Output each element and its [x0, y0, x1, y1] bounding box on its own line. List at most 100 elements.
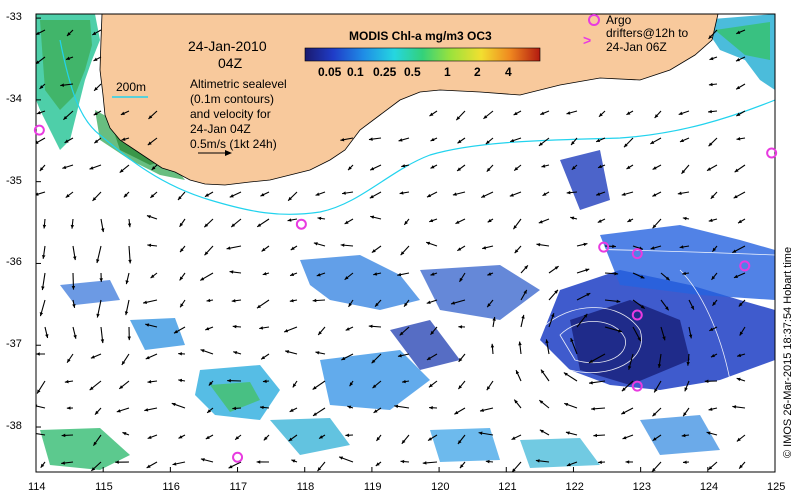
velocity-arrow	[92, 434, 102, 446]
velocity-arrow	[370, 215, 382, 220]
velocity-arrow	[482, 245, 494, 250]
velocity-arrow	[548, 265, 559, 274]
velocity-arrow	[622, 434, 634, 440]
velocity-arrow	[289, 272, 298, 277]
velocity-arrow	[566, 461, 578, 467]
velocity-arrow	[200, 349, 214, 355]
velocity-arrow	[708, 82, 718, 87]
velocity-arrow	[375, 461, 382, 467]
velocity-arrow	[682, 407, 690, 417]
velocity-arrow	[650, 245, 662, 250]
velocity-arrow	[686, 353, 690, 366]
velocity-arrow	[399, 191, 410, 195]
velocity-arrow	[604, 244, 616, 249]
colorbar-tick-label: 0.5	[404, 65, 421, 79]
velocity-arrow	[518, 341, 522, 355]
velocity-arrow	[369, 191, 382, 199]
velocity-arrow	[344, 218, 354, 225]
velocity-arrow	[259, 326, 270, 330]
velocity-arrow	[681, 433, 690, 438]
x-tick-label: 121	[498, 481, 517, 493]
velocity-arrow	[576, 268, 590, 274]
velocity-arrow	[344, 272, 354, 281]
velocity-arrow	[478, 431, 494, 436]
argo-float-marker	[631, 380, 643, 392]
colorbar-tick-label: 2	[474, 65, 481, 79]
velocity-arrow	[115, 460, 130, 464]
velocity-arrow	[712, 245, 718, 253]
x-tick-label: 114	[28, 481, 46, 493]
velocity-arrow	[373, 272, 382, 276]
velocity-arrow	[206, 407, 214, 414]
velocity-arrow	[121, 353, 130, 366]
velocity-arrow	[429, 406, 438, 410]
velocity-arrow	[709, 56, 718, 61]
velocity-arrow	[206, 298, 214, 303]
velocity-arrow	[61, 433, 74, 438]
velocity-arrow	[627, 353, 634, 370]
velocity-arrow	[660, 299, 670, 311]
velocity-arrow	[39, 299, 46, 317]
velocity-arrow	[228, 461, 242, 469]
velocity-arrow	[345, 326, 354, 331]
velocity-arrow	[318, 434, 326, 440]
velocity-arrow	[684, 380, 690, 392]
colorbar-tick-label: 0.25	[373, 65, 397, 79]
velocity-arrow	[70, 218, 75, 229]
velocity-arrow	[457, 380, 466, 390]
velocity-arrow	[479, 407, 494, 412]
y-tick-label: -33	[6, 11, 22, 24]
velocity-arrow	[457, 245, 466, 252]
velocity-arrow	[317, 216, 326, 221]
velocity-arrow	[652, 407, 662, 417]
y-axis-ticks	[36, 17, 41, 428]
velocity-arrow	[118, 380, 130, 390]
velocity-arrow	[509, 191, 522, 197]
velocity-arrow	[660, 272, 670, 281]
velocity-arrow	[430, 326, 438, 336]
velocity-arrow	[399, 326, 410, 336]
velocity-arrow	[227, 378, 242, 383]
velocity-arrow	[89, 164, 102, 170]
argo-float-marker	[631, 309, 643, 321]
description-line-3: and velocity for	[190, 107, 271, 121]
argo-float-marker	[739, 260, 751, 272]
velocity-arrow	[660, 326, 666, 341]
velocity-arrow	[565, 431, 578, 436]
velocity-arrow	[538, 137, 550, 147]
velocity-arrow	[570, 337, 578, 355]
velocity-arrow	[256, 218, 270, 228]
velocity-arrow	[733, 191, 746, 199]
velocity-arrow	[66, 29, 74, 37]
velocity-arrow	[338, 456, 354, 463]
velocity-arrow	[598, 110, 606, 118]
velocity-arrow	[707, 461, 718, 471]
velocity-arrow	[576, 242, 588, 247]
isobath-label: 200m	[116, 80, 147, 94]
velocity-arrow	[62, 164, 74, 169]
velocity-arrow	[401, 379, 410, 384]
velocity-arrow	[485, 459, 494, 464]
velocity-arrow	[398, 137, 410, 142]
velocity-arrow	[626, 110, 634, 116]
velocity-arrow	[456, 164, 466, 172]
velocity-arrow	[576, 313, 588, 328]
velocity-arrow	[678, 110, 690, 116]
velocity-arrow	[205, 434, 214, 440]
velocity-arrow	[120, 110, 130, 116]
velocity-arrow	[72, 326, 77, 339]
velocity-arrow	[177, 191, 186, 201]
velocity-arrow	[403, 218, 410, 226]
velocity-arrow	[708, 137, 718, 147]
velocity-arrow	[289, 298, 298, 303]
credit-text: © IMOS 26-Mar-2015 18:37:54 Hobart time	[782, 246, 794, 458]
velocity-arrow	[428, 380, 438, 388]
velocity-arrow	[632, 299, 646, 310]
velocity-arrow	[66, 353, 74, 363]
velocity-arrow	[371, 353, 382, 364]
velocity-arrow	[90, 353, 102, 359]
velocity-arrow	[36, 56, 46, 65]
velocity-arrow	[233, 351, 242, 355]
x-tick-label: 124	[699, 481, 719, 493]
velocity-arrow	[208, 380, 214, 386]
